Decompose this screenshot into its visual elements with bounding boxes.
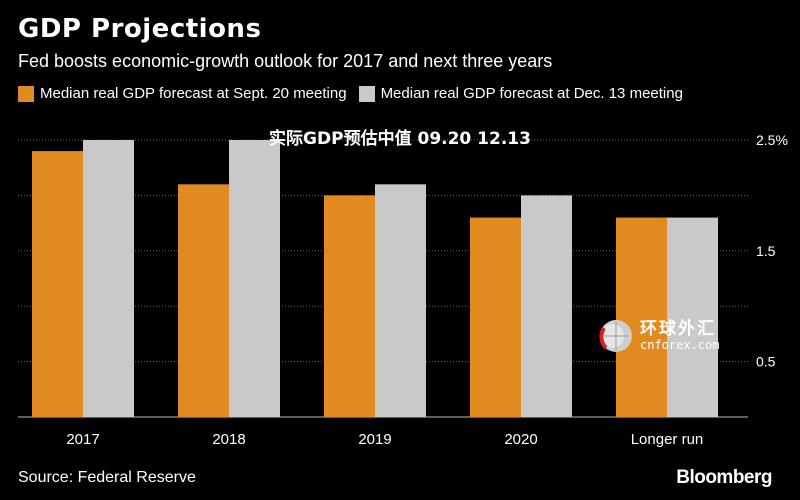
bars: [32, 140, 718, 417]
x-axis-ticks: 2017 2018 2019 2020 Longer run: [66, 431, 703, 448]
bar-sept-2019: [324, 195, 375, 417]
legend-entry-sept: Median real GDP forecast at Sept. 20 mee…: [18, 85, 347, 102]
y-tick-label: 2.5%: [756, 132, 788, 148]
y-tick-label: 1.5: [756, 243, 776, 259]
legend-label-sept: Median real GDP forecast at Sept. 20 mee…: [40, 85, 347, 102]
bar-dec-2020: [521, 195, 572, 417]
bar-sept-2020: [470, 217, 521, 417]
bar-sept-longer-run: [616, 217, 667, 417]
legend-entry-dec: Median real GDP forecast at Dec. 13 meet…: [358, 85, 683, 102]
legend-label-dec: Median real GDP forecast at Dec. 13 meet…: [380, 85, 683, 102]
legend-swatch-dec: [358, 85, 375, 102]
x-tick-label: 2018: [212, 431, 245, 448]
y-axis-ticks: 2.5% 1.5 0.5: [756, 132, 788, 370]
bar-sept-2017: [32, 151, 83, 417]
source-note: Source: Federal Reserve: [18, 469, 196, 486]
overlay-caption: 实际GDP预估中值 09.20 12.13: [269, 129, 531, 149]
watermark-globe-icon: [599, 320, 632, 352]
x-tick-label: 2017: [66, 431, 99, 448]
watermark-url: cnforex.com: [640, 337, 720, 352]
chart-title: GDP Projections: [18, 14, 262, 44]
bar-dec-2019: [375, 184, 426, 417]
legend: Median real GDP forecast at Sept. 20 mee…: [18, 85, 695, 102]
watermark: 环球外汇 cnforex.com: [598, 318, 719, 354]
bloomberg-logo: Bloomberg: [676, 467, 772, 488]
legend-swatch-sept: [18, 85, 34, 102]
chart-subtitle: Fed boosts economic-growth outlook for 2…: [18, 51, 553, 71]
bar-sept-2018: [178, 184, 229, 417]
x-tick-label: 2019: [358, 431, 391, 448]
watermark-cn-text: 环球外汇: [640, 319, 716, 340]
bar-dec-2017: [83, 140, 134, 417]
x-tick-label: 2020: [504, 431, 537, 448]
bar-dec-2018: [229, 140, 280, 417]
x-tick-label: Longer run: [631, 431, 704, 448]
y-tick-label: 0.5: [756, 354, 776, 370]
bar-dec-longer-run: [667, 217, 718, 417]
